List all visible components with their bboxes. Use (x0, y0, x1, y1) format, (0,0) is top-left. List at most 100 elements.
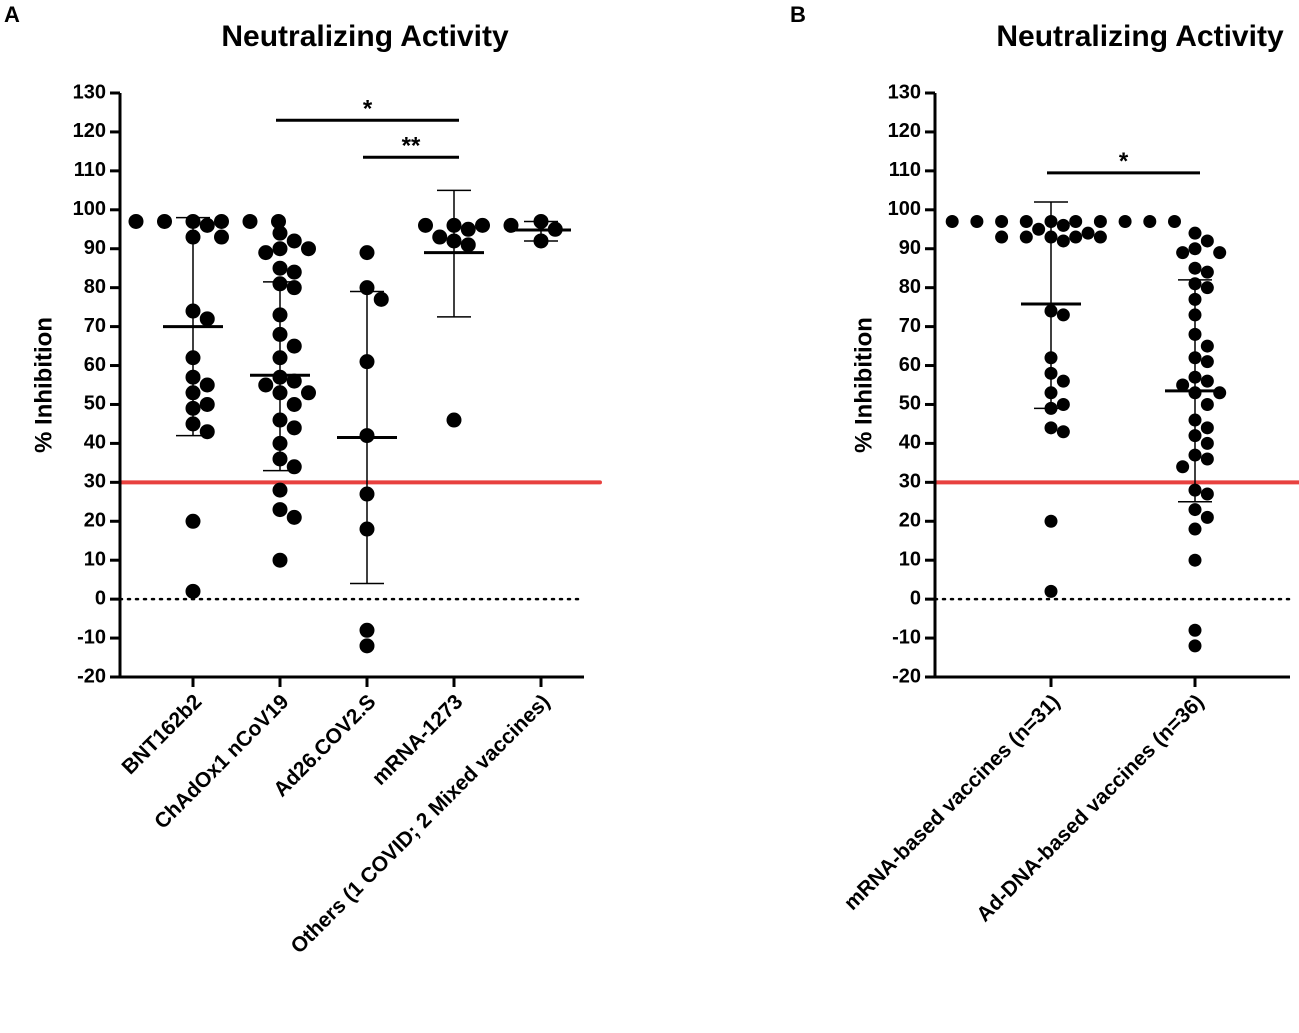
y-tick-label: 90 (899, 237, 921, 259)
data-point (970, 214, 984, 228)
y-tick-label: -10 (892, 626, 921, 648)
data-point (1200, 374, 1214, 388)
y-tick-label: 80 (899, 276, 921, 298)
data-point (272, 502, 288, 518)
data-point (1056, 425, 1070, 439)
data-point (1213, 246, 1227, 260)
data-point (199, 396, 215, 412)
data-point (272, 260, 288, 276)
y-tick-label: 110 (889, 159, 921, 181)
data-point (359, 622, 375, 638)
data-point (1044, 514, 1058, 528)
data-point (1200, 421, 1214, 435)
data-point (418, 217, 433, 233)
significance-label: * (363, 96, 373, 123)
panel-label: B (790, 2, 806, 27)
data-point (1200, 436, 1214, 450)
data-point (286, 509, 302, 525)
data-point (199, 424, 215, 440)
significance-label: ** (402, 133, 421, 160)
data-point (995, 230, 1009, 244)
data-point (1019, 214, 1033, 228)
y-tick-label: 40 (899, 432, 921, 454)
data-point (286, 373, 302, 389)
data-point (286, 459, 302, 475)
data-point (460, 221, 476, 237)
data-point (460, 237, 476, 253)
y-tick-label: 80 (84, 276, 106, 298)
x-tick-label: BNT162b2 (118, 690, 207, 779)
y-tick-label: 60 (84, 354, 106, 376)
data-point (1188, 553, 1202, 567)
y-tick-label: 70 (899, 315, 921, 337)
y-tick-label: 60 (899, 354, 921, 376)
data-point (432, 229, 448, 245)
data-point (1044, 584, 1058, 598)
data-point (258, 245, 274, 261)
data-point (1176, 246, 1190, 260)
data-point (286, 264, 302, 280)
y-tick-label: 40 (84, 432, 106, 454)
data-point (1188, 226, 1202, 240)
y-tick-label: 100 (888, 198, 921, 220)
y-axis-label: % Inhibition (850, 317, 877, 453)
data-point (1188, 503, 1202, 517)
data-point (1056, 374, 1070, 388)
data-point (1093, 230, 1107, 244)
data-point (214, 213, 229, 229)
y-tick-label: 120 (888, 120, 921, 142)
y-tick-label: 120 (73, 120, 106, 142)
data-point (1200, 397, 1214, 411)
data-point (1188, 242, 1202, 256)
data-point (1200, 355, 1214, 369)
y-tick-label: 0 (910, 587, 921, 609)
data-point (1069, 230, 1083, 244)
data-point (1032, 222, 1046, 236)
y-tick-label: -10 (77, 626, 106, 648)
data-point (1213, 386, 1227, 400)
data-point (128, 213, 144, 229)
data-point (286, 420, 302, 436)
data-point (1019, 230, 1033, 244)
data-point (1200, 234, 1214, 248)
y-tick-label: -20 (77, 665, 106, 687)
data-point (373, 291, 389, 307)
data-point (1188, 261, 1202, 275)
significance-label: * (1119, 148, 1129, 175)
data-point (272, 552, 288, 568)
data-point (157, 213, 172, 229)
data-point (1200, 339, 1214, 353)
data-point (475, 217, 490, 233)
data-point (1176, 378, 1190, 392)
x-tick-label: Ad-DNA-based vaccines (n=36) (972, 690, 1208, 926)
data-point (1188, 522, 1202, 536)
data-point (286, 338, 302, 354)
data-point (1176, 460, 1190, 474)
y-tick-label: 70 (84, 315, 106, 337)
data-point (945, 214, 959, 228)
data-point (1044, 421, 1058, 435)
data-point (359, 638, 375, 654)
data-point (1143, 214, 1157, 228)
y-tick-label: 20 (84, 510, 106, 532)
y-tick-label: 130 (73, 81, 106, 103)
chart-title: Neutralizing Activity (996, 20, 1284, 53)
y-tick-label: 130 (888, 81, 921, 103)
data-point (446, 412, 462, 428)
chart-title: Neutralizing Activity (221, 20, 509, 53)
data-point (1200, 487, 1214, 501)
data-point (1188, 639, 1202, 653)
y-tick-label: 50 (84, 393, 106, 415)
y-tick-label: 10 (899, 548, 921, 570)
data-point (1200, 265, 1214, 279)
data-point (1093, 214, 1107, 228)
y-tick-label: 110 (74, 159, 106, 181)
data-point (272, 225, 288, 241)
data-point (359, 245, 375, 261)
y-tick-label: 20 (899, 510, 921, 532)
y-tick-label: 50 (899, 393, 921, 415)
data-point (286, 396, 302, 412)
y-tick-label: -20 (892, 665, 921, 687)
y-tick-label: 90 (84, 237, 106, 259)
